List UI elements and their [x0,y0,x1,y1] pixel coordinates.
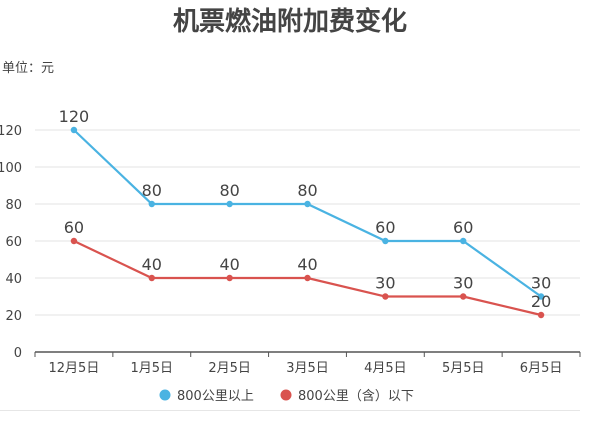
series-lines [70,126,545,319]
data-point[interactable] [382,293,389,300]
x-tick-label: 2月5日 [208,361,251,376]
data-point[interactable] [70,237,78,245]
y-tick-label: 120 [0,124,22,139]
x-tick-label: 4月5日 [364,361,407,376]
data-label: 80 [219,181,239,200]
data-point[interactable] [70,126,78,134]
legend-marker-icon [159,389,171,401]
data-label: 40 [142,255,162,274]
legend-marker-icon [280,389,292,401]
x-tick-label: 12月5日 [49,361,100,376]
data-label: 60 [375,218,395,237]
legend-item[interactable]: 800公里以上 [159,389,254,404]
data-point[interactable] [537,293,545,300]
data-label: 80 [142,181,162,200]
y-tick-label: 0 [14,346,22,361]
y-tick-label: 60 [5,235,22,250]
x-tick-label: 3月5日 [286,361,329,376]
data-label: 30 [453,274,473,293]
data-label: 80 [297,181,317,200]
data-point[interactable] [460,293,467,300]
data-label: 120 [59,107,90,126]
y-axis-ticks: 0 20 40 60 80 100 120 [0,124,22,361]
data-label: 60 [453,218,473,237]
data-point[interactable] [304,274,311,282]
y-tick-label: 100 [0,161,22,176]
legend[interactable]: 800公里以上 800公里（含）以下 [159,388,414,404]
x-tick-label: 6月5日 [520,361,563,376]
x-axis: 12月5日 1月5日 2月5日 3月5日 4月5日 5月5日 6月5日 [34,351,581,376]
data-point[interactable] [226,200,233,208]
y-tick-label: 80 [5,198,22,213]
data-point[interactable] [304,200,311,208]
data-point[interactable] [460,237,467,245]
x-tick-label: 1月5日 [131,361,174,376]
y-tick-label: 20 [5,309,22,324]
x-tick-label: 5月5日 [442,361,485,376]
data-label: 30 [531,274,551,293]
y-tick-label: 40 [5,272,22,287]
data-point[interactable] [148,274,155,282]
data-label: 40 [219,255,239,274]
data-label: 40 [297,255,317,274]
data-label: 20 [531,292,551,311]
data-point[interactable] [226,274,233,282]
legend-item[interactable]: 800公里（含）以下 [280,388,414,404]
unit-label: 单位：元 [2,61,54,76]
data-point[interactable] [537,311,545,319]
data-label: 60 [64,218,84,237]
chart-title: 机票燃油附加费变化 [173,6,407,37]
bottom-divider [0,410,580,411]
legend-label: 800公里（含）以下 [298,388,414,404]
data-label: 30 [375,274,395,293]
data-point[interactable] [148,200,155,208]
legend-label: 800公里以上 [177,389,254,404]
grid-lines [35,129,580,316]
data-point[interactable] [382,237,389,245]
